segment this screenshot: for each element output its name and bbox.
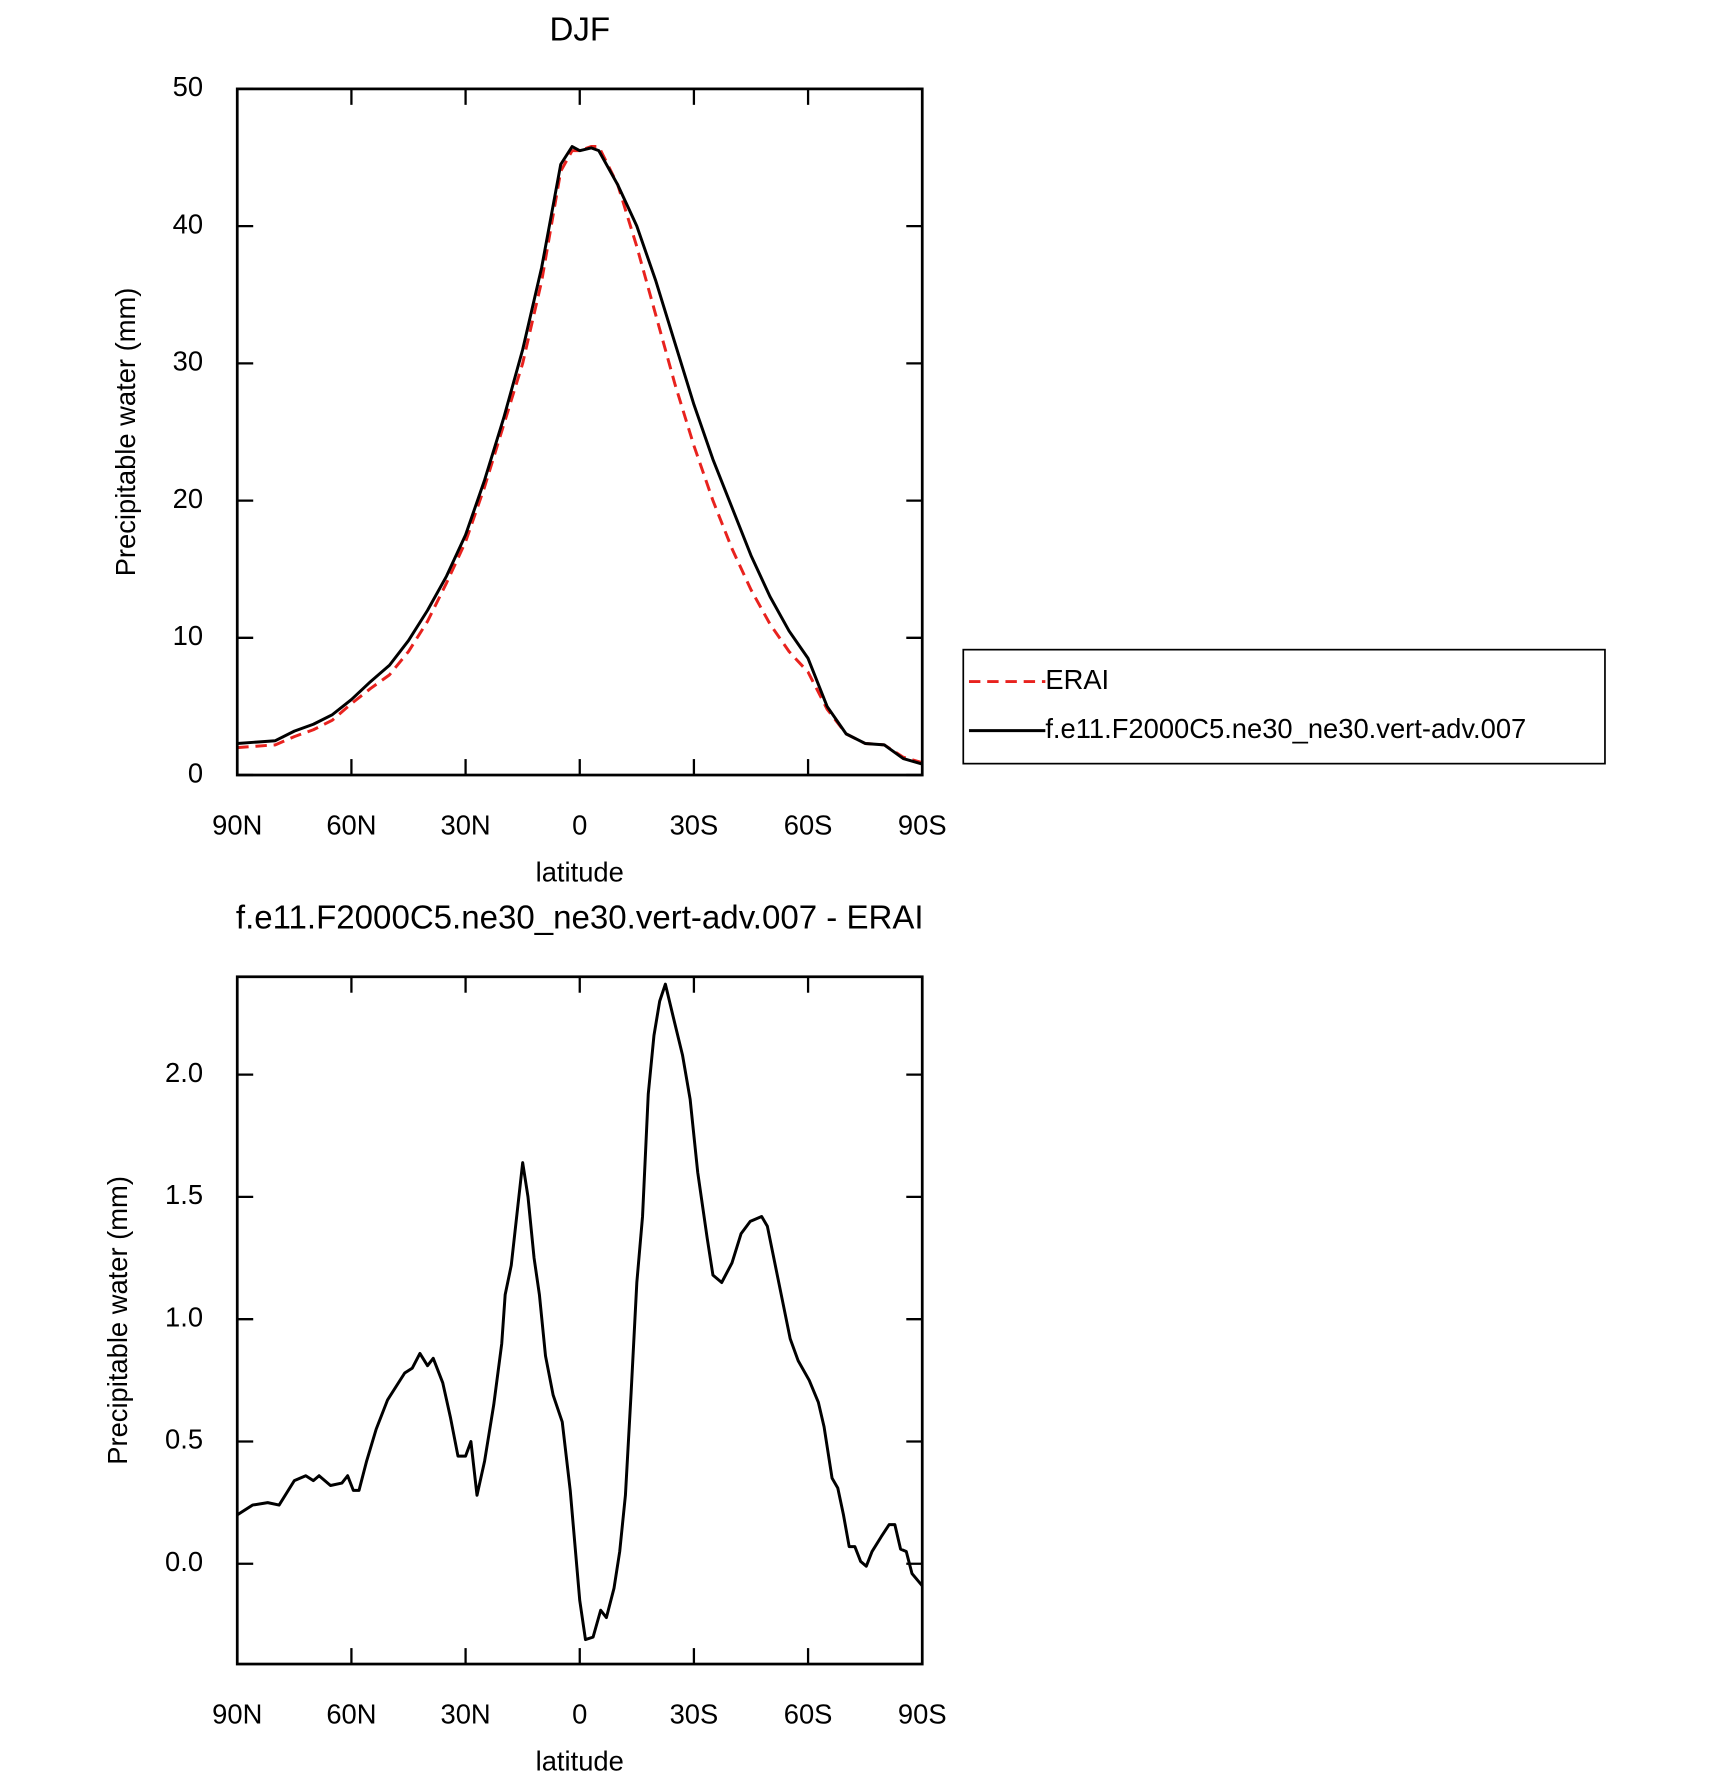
plot-frame [235,87,924,777]
chart-title: DJF [549,12,610,49]
x-tick-label: 0 [572,1699,587,1730]
y-tick-label: 1.0 [165,1301,203,1332]
chart-title: f.e11.F2000C5.ne30_ne30.vert-adv.007 - E… [236,900,924,937]
y-tick-label: 0.0 [165,1546,203,1577]
x-tick-label: 60S [784,810,833,841]
x-tick-label: 90N [212,1699,262,1730]
x-tick-label: 30N [440,1699,490,1730]
y-tick-label: 0.5 [165,1424,203,1455]
y-tick-label: 20 [173,483,203,514]
x-axis-label: latitude [536,1745,624,1776]
x-tick-label: 0 [572,810,587,841]
x-tick-label: 30S [670,1699,719,1730]
y-tick-label: 10 [173,620,203,651]
data-line [236,982,924,1642]
y-tick-label: 0 [188,757,203,788]
x-tick-label: 60S [784,1699,833,1730]
legend-box [962,648,1606,765]
x-tick-label: 90N [212,810,262,841]
x-tick-label: 60N [326,810,376,841]
x-tick-label: 60N [326,1699,376,1730]
x-tick-label: 30S [670,810,719,841]
x-axis-label: latitude [536,856,624,887]
y-tick-label: 40 [173,208,203,239]
y-tick-label: 30 [173,346,203,377]
legend-label: f.e11.F2000C5.ne30_ne30.vert-adv.007 [1045,713,1526,744]
y-tick-label: 2.0 [165,1057,203,1088]
plot-frame [235,975,924,1666]
x-tick-label: 90S [898,810,947,841]
data-line [237,145,923,766]
x-tick-label: 90S [898,1699,947,1730]
legend-label: ERAI [1045,664,1109,695]
x-tick-label: 30N [440,810,490,841]
y-tick-label: 50 [173,71,203,102]
data-line [237,145,923,765]
y-tick-label: 1.5 [165,1179,203,1210]
y-axis-label: Precipitable water (mm) [102,1176,133,1465]
y-axis-label: Precipitable water (mm) [110,288,141,577]
